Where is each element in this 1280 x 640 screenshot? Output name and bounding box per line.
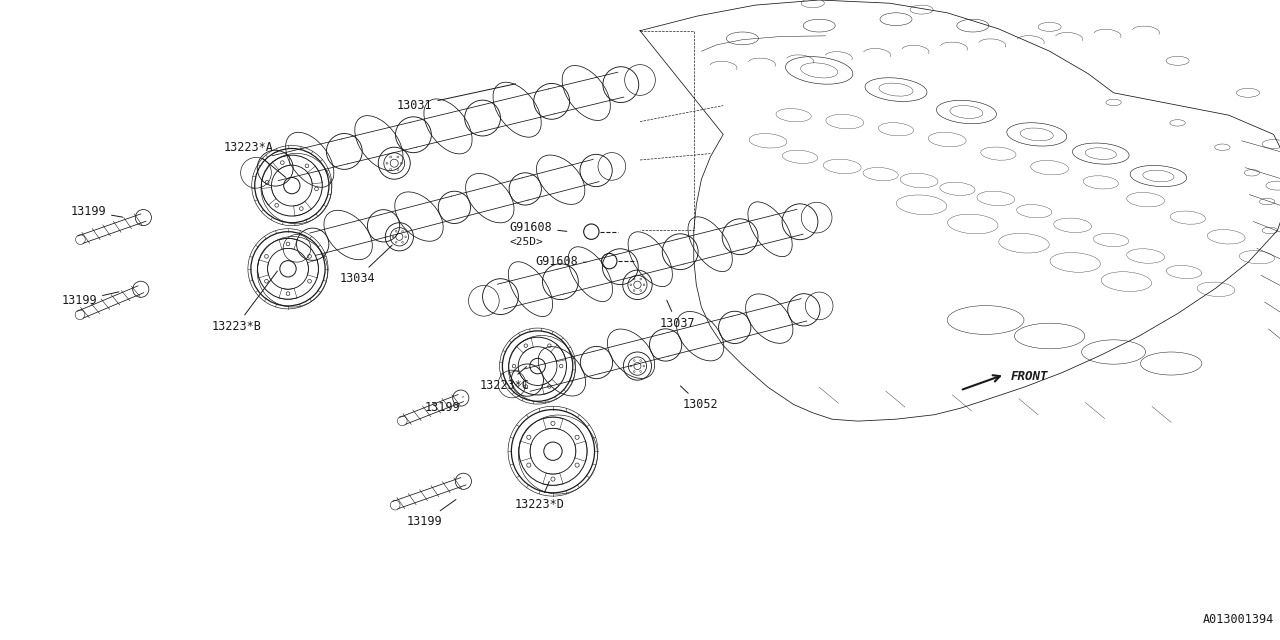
Text: 13223*A: 13223*A bbox=[224, 141, 285, 177]
Text: 13031: 13031 bbox=[397, 84, 516, 112]
Text: 13223*C: 13223*C bbox=[480, 367, 530, 392]
Text: FRONT: FRONT bbox=[1011, 370, 1048, 383]
Text: 13052: 13052 bbox=[681, 386, 718, 411]
Text: 13223*D: 13223*D bbox=[515, 481, 564, 511]
Text: 13199: 13199 bbox=[425, 397, 463, 414]
Text: A013001394: A013001394 bbox=[1202, 613, 1274, 626]
Text: G91608: G91608 bbox=[535, 255, 586, 268]
Text: <25D>: <25D> bbox=[509, 237, 543, 247]
Text: 13037: 13037 bbox=[659, 300, 695, 330]
Text: G91608: G91608 bbox=[509, 221, 567, 234]
Text: 13034: 13034 bbox=[339, 245, 392, 285]
Text: 13199: 13199 bbox=[407, 500, 456, 528]
Text: 13199: 13199 bbox=[70, 205, 123, 218]
Text: 13223*B: 13223*B bbox=[211, 271, 278, 333]
Text: 13199: 13199 bbox=[61, 292, 119, 307]
